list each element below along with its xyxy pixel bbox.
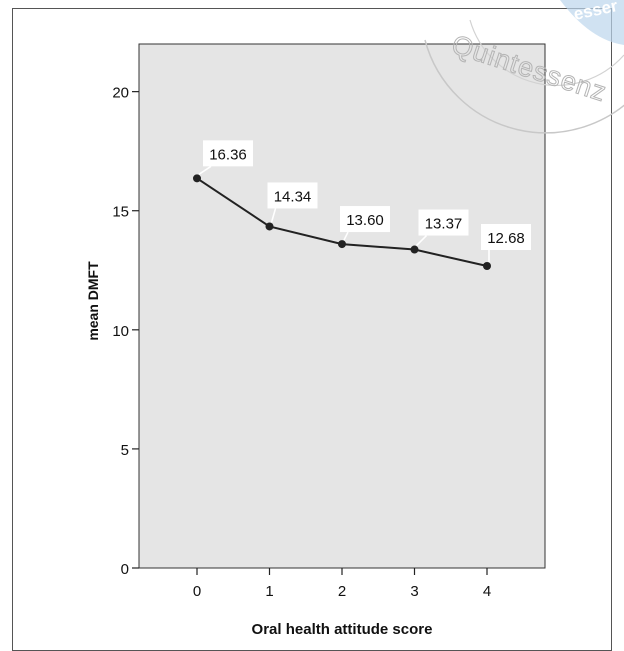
x-axis-label: Oral health attitude score [252,621,433,638]
data-point [265,222,274,231]
y-tick-label: 0 [121,561,129,578]
y-tick-label: 5 [121,442,129,459]
data-label-box [340,206,390,233]
x-tick-label: 2 [338,583,346,600]
data-label: 13.37 [425,216,463,233]
data-label: 14.34 [274,188,312,205]
data-label-box [267,182,318,209]
data-label: 16.36 [209,146,247,163]
data-label-leader [198,165,212,176]
data-label-box [418,209,469,236]
data-point [483,261,491,270]
plot-area [138,43,546,569]
data-label-box [481,223,531,250]
y-tick-label: 10 [112,323,129,340]
data-label: 12.68 [487,230,525,247]
data-label: 13.60 [346,212,384,229]
x-axis: 0 1 2 3 4 [193,568,491,600]
data-label-leader [270,208,277,223]
series-group: 16.36 14.34 13.60 13.37 12.68 [193,140,531,270]
y-tick-label: 20 [112,85,129,102]
data-point [338,240,346,249]
y-axis-label: mean DMFT [85,261,101,341]
y-tick-label: 15 [112,204,129,221]
x-tick-label: 0 [193,583,201,600]
x-tick-label: 1 [265,583,273,600]
x-tick-label: 4 [483,583,491,600]
data-label-box [203,140,253,167]
y-axis: 0 5 10 15 20 [112,85,139,578]
data-point [410,245,419,254]
data-point [193,174,201,183]
data-label-leader [343,231,349,241]
data-label-leader [415,234,428,247]
x-tick-label: 3 [410,583,418,600]
